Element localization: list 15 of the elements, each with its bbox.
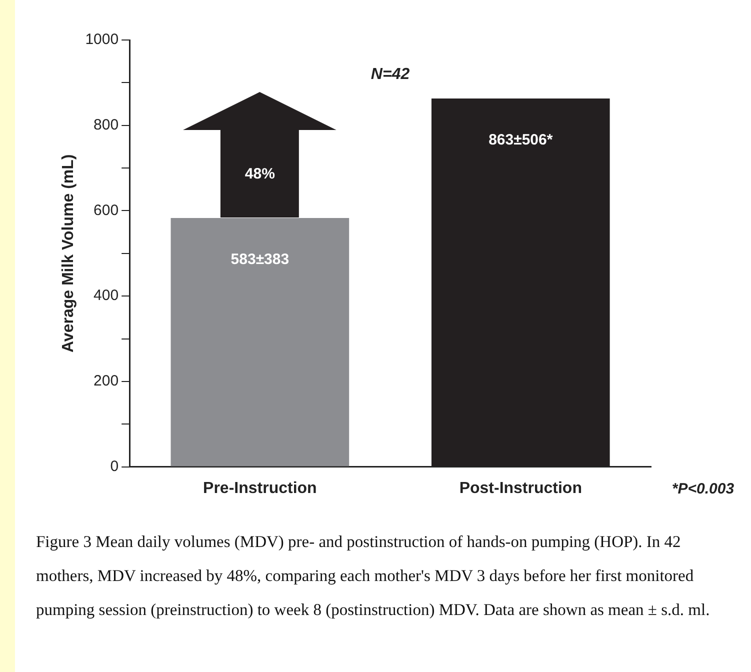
annotation: 48% [244, 166, 275, 183]
text: *P<0.003 [672, 480, 734, 498]
caption: Figure 3 Mean daily volumes (MDV) pre- and postinstruction of hands-on pumping (HOP). In 42 mothers, MDV increased by 48%, comparing each mother's MDV 3 days before her first monitored pumping session (preinstruction) to week 8 (postinstruction) MDV. Data are shown as mean ± s.d. ml. [36, 531, 711, 621]
y-tick-label: 1000 [85, 31, 119, 48]
y-tick-label: 400 [94, 287, 119, 304]
data-label: 583±383 [230, 251, 290, 268]
data-label: 863±506* [488, 132, 553, 149]
x-tick-label: Pre-Instruction [203, 480, 317, 497]
y-tick-label: 0 [110, 458, 119, 475]
y-axis-title: Average Milk Volume (mL) [60, 154, 78, 353]
y-tick-label: 600 [94, 202, 119, 219]
y-tick-label: 800 [94, 116, 119, 134]
x-tick-label: Post-Instruction [459, 480, 582, 497]
y-tick-label: 200 [94, 372, 119, 390]
annotation: N=42 [370, 66, 410, 84]
